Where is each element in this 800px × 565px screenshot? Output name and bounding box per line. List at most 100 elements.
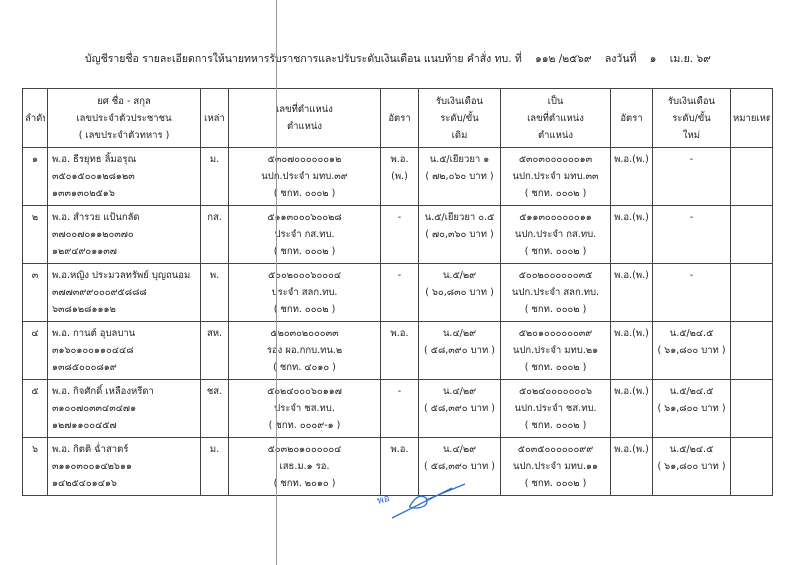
cell-line: ประจำ สลก.ทบ.	[271, 287, 338, 298]
cell-rate: -	[380, 263, 419, 322]
cell-salary-old: น.๔/๒๙ ( ๕๘,๓๙๐ บาท )	[418, 379, 501, 438]
cell-no: ๕	[22, 379, 48, 438]
cell-line: ( ชกท. ๐๐๐๒ )	[273, 246, 336, 257]
cell-line: ( ๖๑,๘๐๐ บาท )	[657, 461, 726, 472]
cell-new-rate: พ.อ.(พ.)	[610, 321, 653, 380]
cell-salary-old: น.๕/๒๙ ( ๖๐,๘๓๐ บาท )	[418, 263, 501, 322]
cell-line: ( ชกท. ๐๐๐๒ )	[273, 304, 336, 315]
cell-line: ประจำ ชส.ทบ.	[274, 403, 335, 414]
header-line: เลขที่ตำแหน่ง	[276, 104, 333, 115]
cell-line: -	[689, 270, 694, 281]
header-col-salary-new: รับเงินเดือนระดับ/ขั้นใหม่	[652, 88, 731, 148]
cell-new-position: ๕๐๓๕๐๐๐๐๐๐๙๙นปก.ประจำ มทบ.๑๑ ( ชกท. ๐๐๐๒ …	[500, 437, 611, 496]
cell-rate: -	[380, 205, 419, 264]
document-title: บัญชีรายชื่อ รายละเอียดการให้นายทหารรับร…	[85, 50, 745, 67]
cell-line: น.๕/๒๔.๕	[669, 386, 714, 397]
table-row: ๔พ.อ. กานต์ อุบลบาน ๓๑๖๐๑๐๐๑๑๐๔๔๘ ๑๓๘๕๐๐๐๘…	[22, 321, 773, 380]
cell-line: พ.อ. ธีรยุทธ ลิ้มอรุณ	[52, 154, 137, 165]
date-label: ลงวันที่	[604, 53, 637, 65]
cell-salary-old: น.๔/๒๙ ( ๕๘,๓๙๐ บาท )	[418, 437, 501, 496]
cell-line: ( ชกท. ๐๐๐๙-๑ )	[268, 420, 341, 431]
header-line: รับเงินเดือน	[435, 95, 484, 107]
cell-name: พ.อ.หญิง ประมวลทรัพย์ บุญถนอม ๓๗๗๓๙๙๐๐๐๙๕…	[47, 263, 201, 322]
cell-line: พ.อ. สำรวย แป้นกลัด	[52, 212, 140, 223]
cell-line: -	[689, 212, 694, 223]
cell-position: ๕๐๐๒๐๐๐๖๐๐๐๔ ประจำ สลก.ทบ. ( ชกท. ๐๐๐๒ )	[228, 263, 381, 322]
cell-salary-new: -	[652, 147, 731, 206]
cell-new-rate: พ.อ.(พ.)	[610, 205, 653, 264]
header-line: เป็น	[547, 95, 564, 107]
header-line: ใหม่	[682, 129, 701, 141]
table-row: ๑พ.อ. ธีรยุทธ ลิ้มอรุณ ๓๕๐๑๕๐๐๑๒๘๑๒๓ ๑๓๓๑๓…	[22, 147, 773, 206]
table-row: ๓พ.อ.หญิง ประมวลทรัพย์ บุญถนอม ๓๗๗๓๙๙๐๐๐๙…	[22, 263, 773, 322]
header-line: อัตรา	[620, 112, 643, 124]
header-line: ตำแหน่ง	[537, 129, 574, 141]
header-line: ตำแหน่ง	[286, 121, 323, 132]
cell-line: ๓๑๑๐๓๐๐๑๔๒๖๑๑	[52, 461, 133, 472]
header-line: ระดับ/ขั้น	[672, 112, 711, 124]
header-line: ( เลขประจำตัวทหาร )	[78, 129, 170, 141]
cell-remark	[730, 321, 773, 380]
cell-position: ๕๒๐๓๐๒๐๐๐๓๓ รอง ผอ.กกบ.ทน.๒ ( ชกท. ๔๐๑๐ )	[228, 321, 381, 380]
cell-line: นปก.ประจำ มทบ.๓๙	[261, 171, 348, 182]
header-line: เหล่า	[204, 112, 225, 124]
cell-line: ๑๒๗๑๑๐๐๔๕๗	[52, 420, 117, 431]
cell-rate: พ.อ.	[380, 437, 419, 496]
header-line: รับเงินเดือน	[667, 95, 716, 107]
cell-line: ๕๑๑๓๐๐๐๐๐๐๑๑	[519, 212, 592, 223]
cell-line: ๓๑๐๐๗๐๓๓๔๓๔๗๑	[52, 403, 137, 414]
header-line: หมายเหตุ	[733, 112, 770, 124]
cell-line: น.๕/เยียวยา ๑	[429, 154, 490, 165]
cell-line: ๕๓๐๗๐๐๐๐๐๐๑๒	[267, 154, 342, 165]
cell-line: ๕๒๐๑๐๐๐๐๐๐๓๙	[518, 328, 593, 339]
cell-new-rate: พ.อ.(พ.)	[610, 263, 653, 322]
cell-no: ๖	[22, 437, 48, 496]
cell-line: ประจำ กส.ทบ.	[274, 229, 335, 240]
cell-line: นปก.ประจำ มทบ.๓๓	[512, 171, 599, 182]
header-col-salary-old: รับเงินเดือน ระดับ/ขั้น เดิม	[418, 88, 501, 148]
cell-line: ( ๗๒,๐๖๐ บาท )	[425, 171, 494, 182]
cell-salary-new: -	[652, 263, 731, 322]
cell-line: ๕๐๐๒๐๐๐๐๐๐๓๕	[518, 270, 593, 281]
cell-line: ( ชกท. ๒๐๑๐ )	[273, 478, 336, 489]
cell-salary-new: น.๕/๒๔.๕ ( ๖๑,๘๐๐ บาท )	[652, 321, 731, 380]
cell-line: ( ชกท. ๐๐๐๒ )	[524, 304, 587, 315]
cell-line: นปก.ประจำ สลก.ทบ.	[511, 287, 600, 298]
header-col-no: ลำดับ	[22, 88, 48, 148]
cell-line: ( ๖๑,๘๐๐ บาท )	[657, 403, 726, 414]
cell-line: นปก.ประจำ มทบ.๑๑	[512, 461, 599, 472]
cell-branch: สห.	[200, 321, 229, 380]
cell-line: น.๔/๒๙	[442, 328, 477, 339]
cell-new-rate: พ.อ.(พ.)	[610, 379, 653, 438]
cell-position: ๕๓๐๗๐๐๐๐๐๐๑๒นปก.ประจำ มทบ.๓๙ ( ชกท. ๐๐๐๒ …	[228, 147, 381, 206]
header-line: เลขที่ตำแหน่ง	[527, 112, 584, 124]
cell-line: ( ชกท. ๐๐๐๒ )	[273, 188, 336, 199]
cell-salary-old: น.๕/เยียวยา ๑ ( ๗๒,๐๖๐ บาท )	[418, 147, 501, 206]
header-line: ยศ ชื่อ - สกุล	[97, 95, 151, 107]
cell-line: ( ๖๐,๘๓๐ บาท )	[425, 287, 494, 298]
order-number: ๑๑๒ /๒๕๖๙	[535, 53, 592, 65]
cell-new-position: ๕๐๒๔๐๐๐๐๐๐๐๖ นปก.ประจำ ชส.ทบ. ( ชกท. ๐๐๐๒ …	[500, 379, 611, 438]
cell-no: ๒	[22, 205, 48, 264]
cell-line: พ.อ. กานต์ อุบลบาน	[52, 328, 136, 339]
cell-line: ( ชกท. ๐๐๐๒ )	[524, 478, 587, 489]
cell-line: ๖๓๘๑๒๘๑๑๑๒	[52, 304, 116, 315]
table-row: ๕พ.อ. กิจศักดิ์ เหลืองหรีดา ๓๑๐๐๗๐๓๓๔๓๔๗๑…	[22, 379, 773, 438]
header-col-name: ยศ ชื่อ - สกุล เลขประจำตัวประชาชน ( เลขประ…	[47, 88, 201, 148]
cell-branch: ม.	[200, 437, 229, 496]
header-line: อัตรา	[388, 112, 411, 124]
cell-name: พ.อ. กิจศักดิ์ เหลืองหรีดา ๓๑๐๐๗๐๓๓๔๓๔๗๑๑…	[47, 379, 201, 438]
cell-line: ๕๐๓๕๐๐๐๐๐๐๙๙	[517, 444, 594, 455]
header-col-new-rate: อัตรา	[610, 88, 653, 148]
cell-rate: -	[380, 379, 419, 438]
cell-new-position: ๕๒๐๑๐๐๐๐๐๐๓๙ นปก.ประจำ มทบ.๒๑ ( ชกท. ๐๐๐๒ …	[500, 321, 611, 380]
cell-name: พ.อ. สำรวย แป้นกลัด ๓๗๐๐๗๐๑๑๒๐๓๗๐ ๑๒๙๔๙๐๑๑…	[47, 205, 201, 264]
cell-salary-new: -	[652, 205, 731, 264]
cell-name: พ.อ. กานต์ อุบลบาน ๓๑๖๐๑๐๐๑๑๐๔๔๘ ๑๓๘๕๐๐๐๘๑…	[47, 321, 201, 380]
cell-line: พ.อ.หญิง ประมวลทรัพย์ บุญถนอม	[52, 270, 191, 281]
cell-branch: กส.	[200, 205, 229, 264]
cell-rate: พ.อ.	[380, 321, 419, 380]
cell-line: ( ๕๘,๓๙๐ บาท )	[424, 345, 495, 356]
cell-line: ( ชกท. ๔๐๑๐ )	[273, 362, 336, 373]
cell-position: ๕๑๑๓๐๐๐๖๐๐๒๘ ประจำ กส.ทบ. ( ชกท. ๐๐๐๒ )	[228, 205, 381, 264]
